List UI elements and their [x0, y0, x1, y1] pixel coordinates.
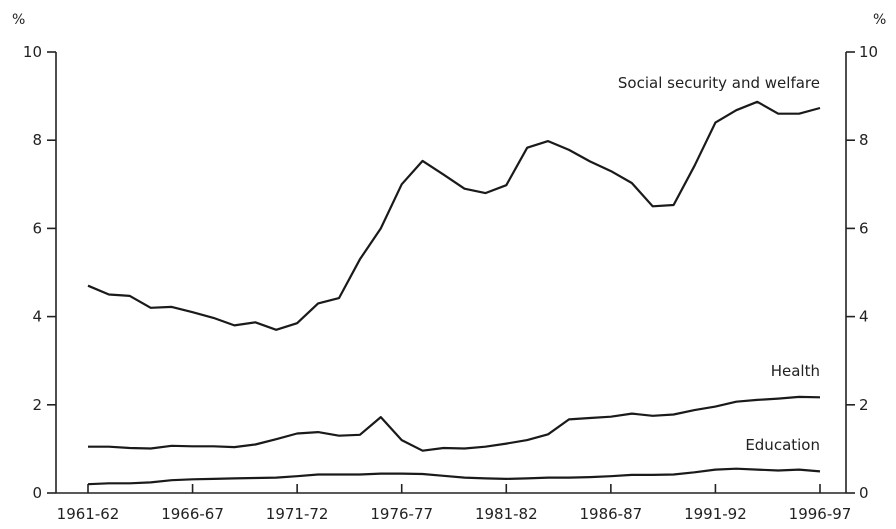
series-layer — [87, 100, 821, 486]
left-y-tick-label: 10 — [23, 43, 42, 61]
axes: 0 0 2 2 4 4 6 6 8 8 10 10 1961-62 1966-67 1971-72 1976-… — [23, 43, 878, 523]
x-tick-label: 1996-97 — [789, 505, 852, 523]
left-axis-unit: % — [12, 12, 25, 28]
left-y-tick-label: 8 — [32, 131, 42, 149]
left-y-tick-label: 4 — [32, 308, 42, 326]
x-tick-label: 1986-87 — [580, 505, 643, 523]
right-y-tick-label: 8 — [859, 131, 869, 149]
left-y-tick-label: 6 — [32, 219, 42, 237]
right-y-tick-label: 2 — [859, 396, 869, 414]
x-tick-label: 1991-92 — [684, 505, 747, 523]
right-y-tick-label: 10 — [859, 43, 878, 61]
series-label-1: Health — [771, 362, 820, 380]
left-y-tick-label: 2 — [32, 396, 42, 414]
x-tick-label: 1966-67 — [161, 505, 224, 523]
series-line-2 — [87, 467, 821, 486]
right-axis-unit: % — [873, 12, 886, 28]
series-line-1 — [88, 395, 821, 452]
series-label-2: Education — [745, 436, 820, 454]
x-tick-label: 1976-77 — [370, 505, 433, 523]
x-tick-label: 1961-62 — [57, 505, 120, 523]
series-line-0 — [87, 100, 821, 331]
left-y-tick-label: 0 — [32, 484, 42, 502]
x-tick-label: 1971-72 — [266, 505, 329, 523]
series-label-0: Social security and welfare — [618, 74, 820, 92]
right-y-tick-label: 6 — [859, 219, 869, 237]
series-labels: Social security and welfare Health Educati… — [618, 74, 820, 454]
right-y-tick-label: 4 — [859, 308, 869, 326]
right-y-tick-label: 0 — [859, 484, 869, 502]
x-tick-label: 1981-82 — [475, 505, 538, 523]
